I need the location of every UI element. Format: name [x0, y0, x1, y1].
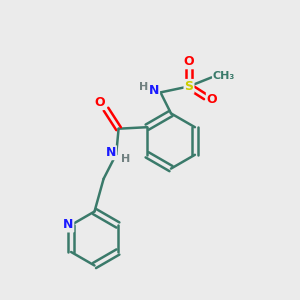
Text: S: S [184, 80, 194, 93]
Text: N: N [149, 83, 159, 97]
Text: N: N [63, 218, 73, 232]
Text: H: H [121, 154, 130, 164]
Text: O: O [184, 55, 194, 68]
Text: O: O [207, 93, 218, 106]
Text: H: H [140, 82, 148, 92]
Text: O: O [94, 96, 105, 109]
Text: CH₃: CH₃ [213, 71, 235, 81]
Text: N: N [106, 146, 116, 159]
